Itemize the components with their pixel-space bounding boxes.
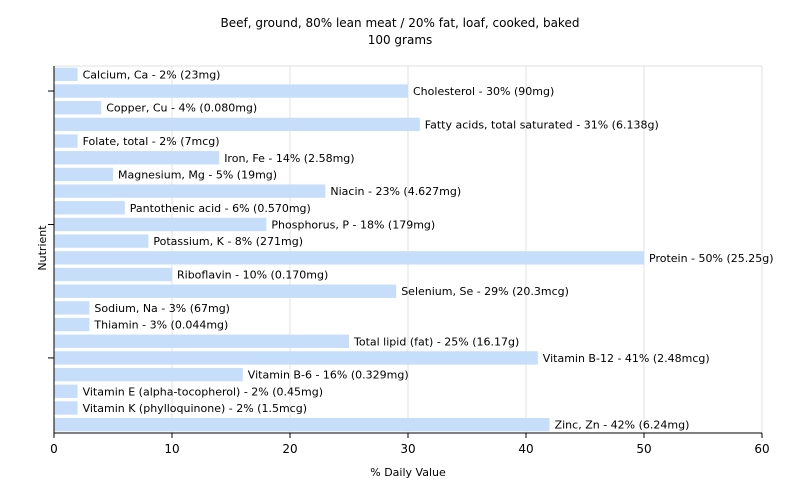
bar-label: Pantothenic acid - 6% (0.570mg) [130, 202, 311, 215]
bar [54, 234, 149, 248]
bar-label: Fatty acids, total saturated - 31% (6.13… [425, 118, 659, 131]
bar-label: Selenium, Se - 29% (20.3mcg) [401, 285, 569, 298]
bar [54, 384, 78, 398]
bar [54, 217, 267, 232]
x-axis-label: % Daily Value [370, 466, 446, 479]
bar-label: Vitamin B-12 - 41% (2.48mcg) [543, 352, 710, 365]
bar-label: Thiamin - 3% (0.044mg) [93, 319, 228, 332]
bar-label: Magnesium, Mg - 5% (19mg) [118, 168, 277, 181]
x-tick-label: 50 [636, 442, 651, 456]
bar-label: Niacin - 23% (4.627mg) [330, 185, 461, 198]
bar [54, 117, 420, 132]
bar [54, 301, 90, 315]
bar [54, 201, 125, 215]
bar-label: Zinc, Zn - 42% (6.24mg) [555, 419, 690, 432]
bar-label: Vitamin E (alpha-tocopherol) - 2% (0.45m… [83, 385, 323, 398]
bar [54, 84, 408, 98]
x-tick-label: 40 [518, 442, 533, 456]
bars: Calcium, Ca - 2% (23mg) Cholesterol - 30%… [54, 67, 774, 432]
axes: 0 10 20 30 40 50 60 [48, 66, 770, 456]
bar [54, 334, 349, 348]
chart-subtitle: 100 grams [368, 33, 433, 47]
bar-label: Protein - 50% (25.25g) [649, 252, 774, 265]
bar [54, 417, 550, 432]
bar-label: Riboflavin - 10% (0.170mg) [177, 269, 328, 282]
chart-title: Beef, ground, 80% lean meat / 20% fat, l… [221, 16, 580, 30]
bar-label: Total lipid (fat) - 25% (16.17g) [353, 335, 519, 348]
bar-label: Folate, total - 2% (7mcg) [83, 135, 220, 148]
bar-label: Sodium, Na - 3% (67mg) [94, 302, 230, 315]
bar [54, 151, 220, 165]
bar [54, 267, 172, 282]
x-tick-label: 0 [50, 442, 58, 456]
x-tick-label: 30 [400, 442, 415, 456]
bar-label: Calcium, Ca - 2% (23mg) [83, 68, 221, 81]
bar-label: Potassium, K - 8% (271mg) [153, 235, 303, 248]
bar [54, 134, 78, 148]
bar-label: Cholesterol - 30% (90mg) [413, 85, 554, 98]
x-tick-label: 10 [164, 442, 179, 456]
y-axis-label: Nutrient [36, 225, 49, 271]
bar-label: Vitamin B-6 - 16% (0.329mg) [248, 369, 409, 382]
bar [54, 67, 78, 82]
bar [54, 101, 102, 115]
bar [54, 367, 243, 382]
bar [54, 351, 538, 365]
bar [54, 251, 644, 265]
bar-label: Phosphorus, P - 18% (179mg) [271, 218, 435, 231]
bar-label: Vitamin K (phylloquinone) - 2% (1.5mcg) [83, 402, 307, 415]
bar [54, 401, 78, 415]
bar [54, 284, 397, 298]
bar-label: Copper, Cu - 4% (0.080mg) [106, 102, 257, 115]
bar [54, 184, 326, 198]
bar-label: Iron, Fe - 14% (2.58mg) [224, 152, 354, 165]
x-tick-label: 60 [754, 442, 769, 456]
x-tick-label: 20 [282, 442, 297, 456]
bar [54, 317, 90, 332]
bar [54, 167, 113, 182]
